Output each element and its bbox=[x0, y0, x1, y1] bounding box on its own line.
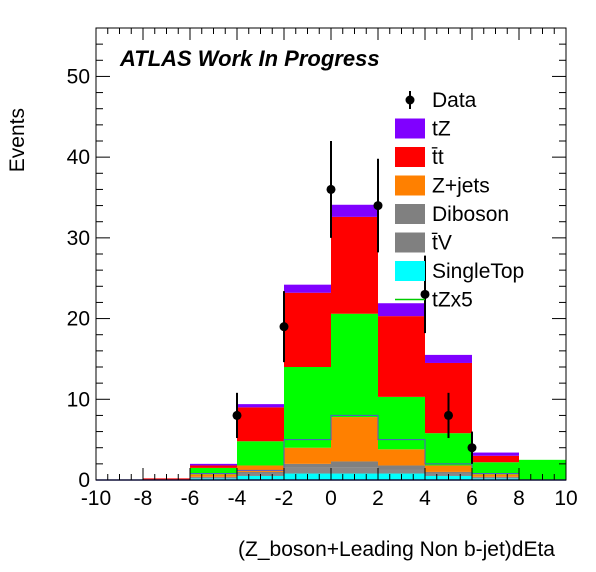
y-tick-label: 30 bbox=[67, 227, 90, 250]
axis-ticks: -10 -8 -6 -4 -2 0 2 4 6 8 10 0 10 20 30 40 50 bbox=[67, 27, 578, 510]
x-tick-label: -6 bbox=[181, 487, 200, 510]
legend-label: tZx5 bbox=[432, 289, 473, 312]
legend-swatch bbox=[395, 261, 425, 281]
data-point bbox=[467, 443, 477, 453]
bar-4-5 bbox=[331, 313, 378, 418]
bar-2-4 bbox=[284, 463, 331, 468]
bar-6-5 bbox=[331, 204, 378, 217]
bar-4-6 bbox=[378, 396, 425, 450]
bar-4-8 bbox=[472, 462, 519, 475]
bar-3-4 bbox=[284, 447, 331, 464]
data-point bbox=[373, 201, 383, 211]
legend-label: tZ bbox=[432, 118, 451, 141]
bar-2-7 bbox=[425, 471, 472, 474]
bar-3-5 bbox=[331, 417, 378, 462]
legend-swatch bbox=[395, 175, 425, 196]
data-point bbox=[326, 184, 336, 194]
legend-marker bbox=[405, 95, 415, 105]
data-point bbox=[420, 289, 430, 299]
legend-label: Data bbox=[432, 89, 477, 112]
bar-6-7 bbox=[425, 354, 472, 363]
x-tick-label: 0 bbox=[325, 487, 337, 510]
x-tick-label: -8 bbox=[134, 487, 153, 510]
bar-5-6 bbox=[378, 316, 425, 397]
y-tick-label: 20 bbox=[67, 308, 90, 331]
bar-5-2 bbox=[190, 465, 237, 468]
bar-2-5 bbox=[331, 461, 378, 468]
bar-4-7 bbox=[425, 433, 472, 466]
bar-6-4 bbox=[284, 284, 331, 293]
bar-3-3 bbox=[237, 465, 284, 472]
legend-swatch bbox=[395, 147, 425, 167]
data-point bbox=[444, 410, 453, 420]
bar-3-7 bbox=[425, 465, 472, 472]
bar-5-8 bbox=[472, 455, 519, 463]
legend-label: SingleTop bbox=[432, 260, 524, 283]
x-tick-label: -4 bbox=[228, 487, 247, 510]
bar-3-6 bbox=[378, 449, 425, 466]
bar-6-8 bbox=[472, 452, 519, 456]
legend-label: t̄V bbox=[432, 232, 452, 255]
y-tick-label: 0 bbox=[78, 469, 90, 492]
data-points bbox=[232, 141, 477, 464]
stacked-histogram bbox=[96, 204, 566, 481]
x-tick-label: 10 bbox=[554, 487, 577, 510]
bar-5-4 bbox=[284, 292, 331, 367]
bar-1-6 bbox=[378, 469, 425, 474]
legend-label: Diboson bbox=[432, 203, 509, 226]
data-point bbox=[279, 322, 289, 332]
legend: Data tZ t̄t Z+jets Diboson t̄V SingleTop tZx5 bbox=[395, 89, 524, 312]
x-tick-label: -10 bbox=[81, 487, 111, 510]
x-tick-label: -2 bbox=[275, 487, 294, 510]
y-tick-label: 40 bbox=[67, 146, 90, 169]
legend-swatch bbox=[395, 118, 425, 139]
bar-1-5 bbox=[331, 467, 378, 474]
bar-6-6 bbox=[378, 303, 425, 317]
legend-label: Z+jets bbox=[432, 175, 490, 198]
bar-4-4 bbox=[284, 367, 331, 448]
x-tick-label: 6 bbox=[466, 487, 478, 510]
x-tick-label: 2 bbox=[372, 487, 384, 510]
bar-1-4 bbox=[284, 467, 331, 474]
bar-2-6 bbox=[378, 465, 425, 470]
bar-2-3 bbox=[237, 471, 284, 474]
bar-4-3 bbox=[237, 441, 284, 466]
legend-label: t̄t bbox=[432, 146, 444, 169]
data-point bbox=[232, 410, 242, 420]
bar-5-5 bbox=[331, 216, 378, 314]
x-tick-label: 4 bbox=[419, 487, 431, 510]
y-tick-label: 50 bbox=[67, 65, 90, 88]
bar-6-3 bbox=[237, 404, 284, 408]
chart-title: ATLAS Work In Progress bbox=[119, 46, 380, 71]
y-axis-label: Events bbox=[6, 108, 29, 172]
legend-swatch bbox=[395, 204, 425, 224]
bar-5-3 bbox=[237, 407, 284, 442]
x-tick-label: 8 bbox=[513, 487, 525, 510]
bar-4-2 bbox=[190, 467, 237, 475]
y-tick-label: 10 bbox=[67, 388, 90, 411]
legend-swatch bbox=[395, 232, 425, 253]
x-axis-label: (Z_boson+Leading Non b-jet)dEta bbox=[238, 538, 555, 561]
bar-6-2 bbox=[190, 463, 237, 466]
